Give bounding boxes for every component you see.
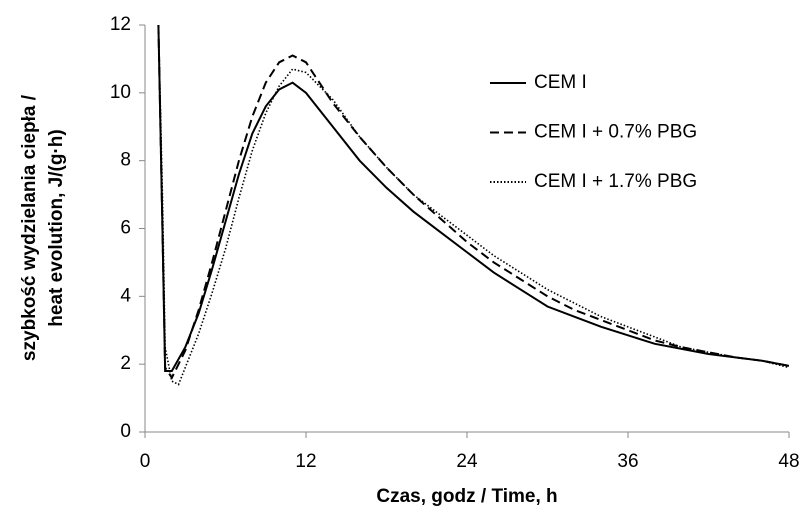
- legend-label: CEM I: [534, 72, 587, 93]
- y-axis-title: szybkość wydzielania ciepła /: [19, 94, 40, 361]
- y-tick-label: 6: [120, 218, 131, 239]
- x-tick-label: 12: [295, 451, 316, 472]
- y-tick-label: 4: [120, 285, 131, 306]
- x-tick-label: 0: [140, 451, 151, 472]
- y-tick-label: 2: [120, 353, 131, 374]
- y-tick-label: 12: [110, 14, 131, 35]
- y-tick-label: 8: [120, 150, 131, 171]
- series-line: [157, 25, 789, 386]
- x-tick-label: 24: [456, 451, 478, 472]
- legend-label: CEM I + 1.7% PBG: [534, 171, 697, 192]
- x-tick-label: 36: [617, 451, 638, 472]
- x-tick-label: 48: [778, 451, 799, 472]
- x-axis-title: Czas, godz / Time, h: [376, 486, 557, 507]
- y-tick-label: 10: [110, 82, 131, 103]
- legend-label: CEM I + 0.7% PBG: [534, 122, 697, 143]
- y-tick-label: 0: [120, 421, 131, 442]
- y-axis-title: heat evolution, J/(g·h): [46, 129, 67, 326]
- series-line: [157, 25, 789, 380]
- series-line: [157, 25, 789, 372]
